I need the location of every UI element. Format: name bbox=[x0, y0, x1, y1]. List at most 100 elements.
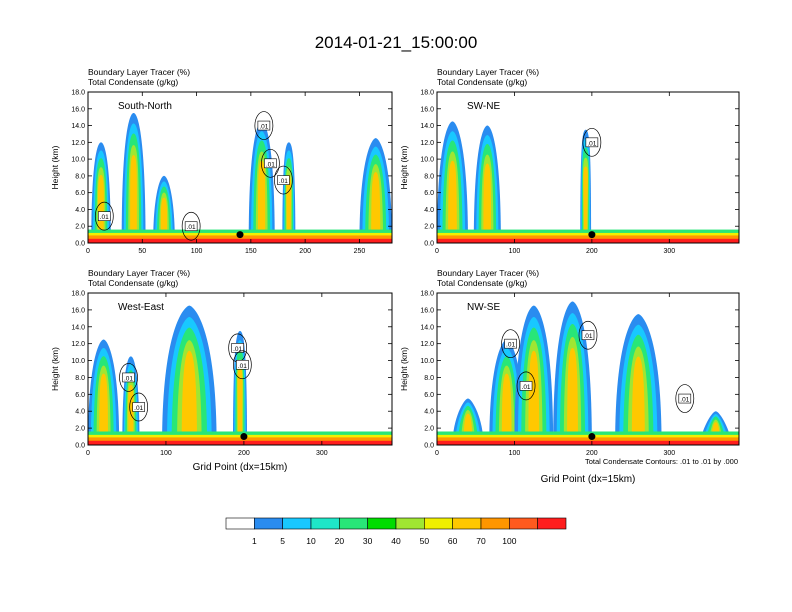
x-tick-label: 150 bbox=[245, 248, 257, 255]
y-tick-label: 10.0 bbox=[420, 157, 434, 164]
y-tick-label: 2.0 bbox=[424, 426, 434, 433]
panel-header-line1: Boundary Layer Tracer (%) bbox=[437, 67, 539, 77]
y-tick-label: 6.0 bbox=[75, 392, 85, 399]
plot-area: .01 bbox=[437, 121, 739, 243]
colorbar-label: 50 bbox=[420, 536, 430, 546]
contour-label: .01 bbox=[129, 392, 149, 422]
tracer-plume bbox=[514, 305, 554, 445]
panel-west-east: Boundary Layer Tracer (%)Total Condensat… bbox=[50, 268, 393, 457]
colorbar-label: 70 bbox=[476, 536, 486, 546]
contour-label: .01 bbox=[516, 371, 536, 401]
tracer-plume bbox=[473, 125, 501, 243]
colorbar-label: 5 bbox=[280, 536, 285, 546]
contour-label: .01 bbox=[181, 211, 201, 241]
y-tick-label: 10.0 bbox=[420, 358, 434, 365]
boundary-layer-band bbox=[88, 440, 392, 445]
x-axis-label-right: Grid Point (dx=15km) bbox=[541, 474, 636, 485]
colorbar-swatch bbox=[282, 517, 312, 530]
contour-label: .01 bbox=[582, 127, 602, 157]
y-tick-label: 14.0 bbox=[420, 324, 434, 331]
contour-label-text: .01 bbox=[259, 124, 268, 131]
y-tick-label: 14.0 bbox=[71, 123, 85, 130]
y-axis-label: Height (km) bbox=[399, 145, 409, 189]
contour-label-text: .01 bbox=[506, 342, 515, 349]
colorbar-swatch bbox=[395, 517, 425, 530]
y-tick-label: 2.0 bbox=[75, 224, 85, 231]
y-tick-label: 2.0 bbox=[424, 224, 434, 231]
tracer-plume bbox=[91, 142, 111, 243]
colorbar-label: 10 bbox=[306, 536, 316, 546]
panel-header-line2: Total Condensate (g/kg) bbox=[88, 77, 178, 87]
y-tick-label: 4.0 bbox=[75, 207, 85, 214]
contour-label: .01 bbox=[94, 201, 114, 231]
tracer-plume bbox=[121, 112, 146, 243]
panel-header-line2: Total Condensate (g/kg) bbox=[88, 278, 178, 288]
y-tick-label: 12.0 bbox=[420, 341, 434, 348]
x-tick-label: 200 bbox=[586, 450, 598, 457]
tracer-plume bbox=[359, 138, 392, 243]
y-tick-label: 18.0 bbox=[71, 291, 85, 298]
y-tick-label: 8.0 bbox=[75, 173, 85, 180]
contour-label: .01 bbox=[578, 320, 598, 350]
y-tick-label: 8.0 bbox=[424, 173, 434, 180]
y-tick-label: 14.0 bbox=[420, 123, 434, 130]
y-tick-label: 0.0 bbox=[75, 443, 85, 450]
y-axis-label: Height (km) bbox=[399, 347, 409, 391]
contour-label-text: .01 bbox=[233, 346, 242, 353]
contour-label-text: .01 bbox=[124, 375, 133, 382]
contour-label: .01 bbox=[261, 148, 280, 178]
colorbar-swatch bbox=[310, 517, 340, 530]
x-tick-label: 200 bbox=[586, 248, 598, 255]
colorbar-label: 100 bbox=[502, 536, 516, 546]
y-tick-label: 4.0 bbox=[424, 207, 434, 214]
x-tick-label: 0 bbox=[86, 450, 90, 457]
panel-header-line1: Boundary Layer Tracer (%) bbox=[88, 67, 190, 77]
plot-frame bbox=[87, 292, 393, 446]
plot-frame bbox=[87, 91, 393, 244]
contour-label: .01 bbox=[501, 329, 520, 359]
y-tick-label: 8.0 bbox=[424, 375, 434, 382]
boundary-layer-band bbox=[88, 238, 392, 243]
colorbar-label: 20 bbox=[335, 536, 345, 546]
y-tick-label: 4.0 bbox=[75, 409, 85, 416]
contour-label-text: .01 bbox=[680, 397, 689, 404]
location-marker bbox=[236, 231, 244, 239]
y-tick-label: 8.0 bbox=[75, 375, 85, 382]
tracer-plume bbox=[162, 305, 217, 445]
tracer-plume bbox=[580, 129, 592, 243]
y-tick-label: 0.0 bbox=[424, 443, 434, 450]
plot-frame bbox=[436, 91, 740, 244]
contour-label: .01 bbox=[274, 165, 293, 195]
colorbar-swatch bbox=[452, 517, 482, 530]
panel-sw-ne: Boundary Layer Tracer (%)Total Condensat… bbox=[399, 67, 740, 255]
panel-nw-se: Boundary Layer Tracer (%)Total Condensat… bbox=[399, 268, 740, 457]
y-tick-label: 16.0 bbox=[420, 307, 434, 314]
x-tick-label: 300 bbox=[663, 248, 675, 255]
colorbar-label: 60 bbox=[448, 536, 458, 546]
tracer-plume bbox=[88, 339, 120, 445]
x-tick-label: 50 bbox=[138, 248, 146, 255]
colorbar: 1 5 10 20 30 40 50 60 70 100 bbox=[225, 517, 567, 546]
colorbar-label: 40 bbox=[391, 536, 401, 546]
x-tick-label: 100 bbox=[509, 450, 521, 457]
contour-label-text: .01 bbox=[587, 140, 596, 147]
y-axis-label: Height (km) bbox=[50, 145, 60, 189]
x-tick-label: 300 bbox=[316, 450, 328, 457]
colorbar-label: 1 bbox=[252, 536, 257, 546]
boundary-layer-band bbox=[437, 238, 739, 243]
colorbar-swatch bbox=[424, 517, 453, 530]
y-tick-label: 16.0 bbox=[71, 307, 85, 314]
contour-label-text: .01 bbox=[187, 224, 196, 231]
panel-label: NW-SE bbox=[467, 302, 500, 313]
contour-note: Total Condensate Contours: .01 to .01 by… bbox=[585, 457, 738, 466]
boundary-layer-band bbox=[437, 440, 739, 445]
contour-label: .01 bbox=[232, 350, 252, 380]
plot-frame bbox=[436, 292, 740, 446]
colorbar-swatch bbox=[254, 517, 283, 530]
y-tick-label: 12.0 bbox=[71, 341, 85, 348]
contour-label-text: .01 bbox=[266, 161, 275, 168]
y-tick-label: 12.0 bbox=[420, 140, 434, 147]
y-tick-label: 2.0 bbox=[75, 426, 85, 433]
y-tick-label: 10.0 bbox=[71, 358, 85, 365]
